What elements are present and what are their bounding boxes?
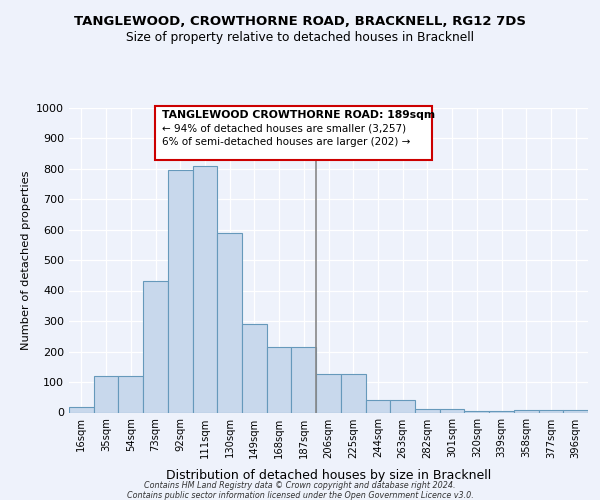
Text: TANGLEWOOD CROWTHORNE ROAD: 189sqm: TANGLEWOOD CROWTHORNE ROAD: 189sqm [162,110,435,120]
Y-axis label: Number of detached properties: Number of detached properties [20,170,31,350]
Bar [440,408,464,412]
Text: Contains public sector information licensed under the Open Government Licence v3: Contains public sector information licen… [127,490,473,500]
Bar [267,347,292,412]
Bar [292,347,316,412]
Text: ← 94% of detached houses are smaller (3,257): ← 94% of detached houses are smaller (3,… [162,124,406,134]
Bar [94,376,118,412]
Bar [365,400,390,412]
X-axis label: Distribution of detached houses by size in Bracknell: Distribution of detached houses by size … [166,469,491,482]
Bar [193,166,217,412]
Text: 6% of semi-detached houses are larger (202) →: 6% of semi-detached houses are larger (2… [162,137,410,147]
Bar [69,407,94,412]
Bar [118,376,143,412]
Bar [242,324,267,412]
Text: TANGLEWOOD, CROWTHORNE ROAD, BRACKNELL, RG12 7DS: TANGLEWOOD, CROWTHORNE ROAD, BRACKNELL, … [74,15,526,28]
Text: Contains HM Land Registry data © Crown copyright and database right 2024.: Contains HM Land Registry data © Crown c… [144,482,456,490]
Bar [390,400,415,412]
Bar [514,410,539,412]
Bar [316,374,341,412]
Bar [217,232,242,412]
Text: Size of property relative to detached houses in Bracknell: Size of property relative to detached ho… [126,31,474,44]
Bar [415,408,440,412]
Bar [168,170,193,412]
Bar [143,282,168,412]
Bar [539,410,563,412]
Bar [341,374,365,412]
Bar [563,410,588,412]
